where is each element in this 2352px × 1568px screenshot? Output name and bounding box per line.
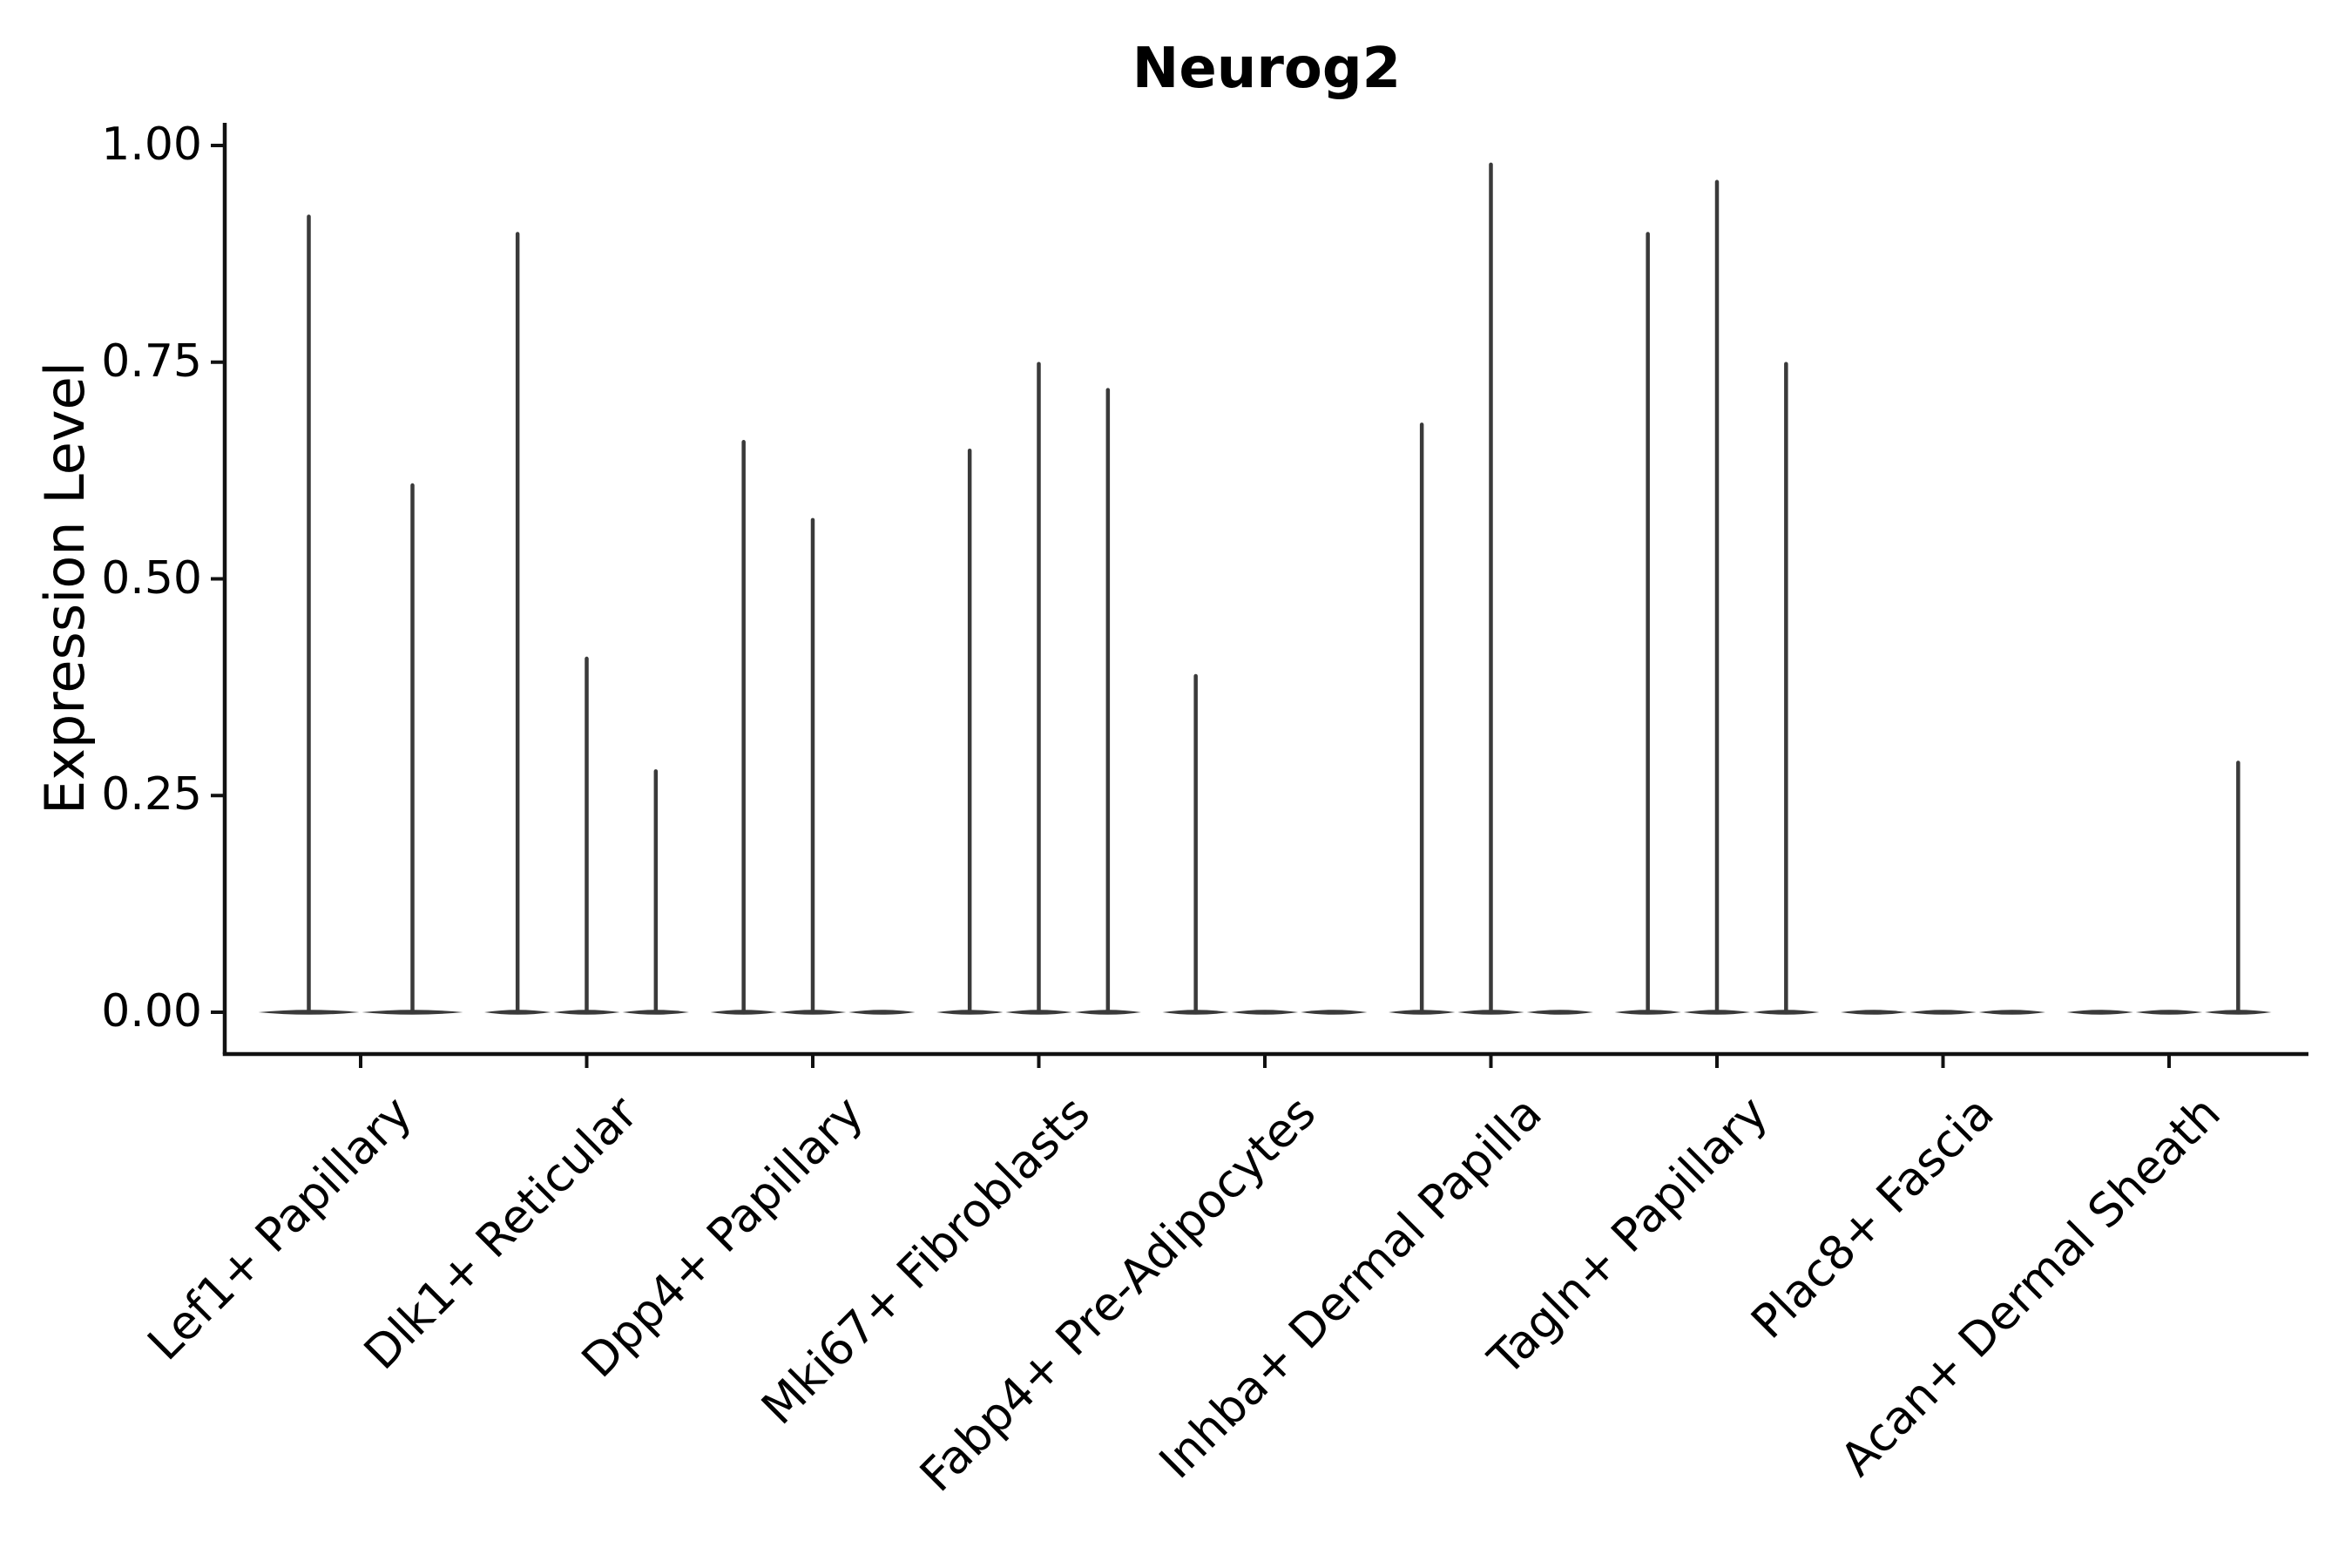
violin-body — [1526, 1010, 1593, 1015]
violin-body — [2135, 1010, 2203, 1015]
violin-body — [1301, 1010, 1368, 1015]
y-tick-label-3: 0.25 — [101, 768, 202, 821]
y-tick-label-2: 0.50 — [101, 551, 202, 605]
violin-body — [848, 1010, 916, 1015]
violin-body — [1841, 1010, 1908, 1015]
y-tick-label-1: 0.75 — [101, 335, 202, 388]
violin-body — [1978, 1010, 2045, 1015]
y-tick-label-0: 1.00 — [101, 118, 202, 171]
violin-body — [1231, 1010, 1299, 1015]
chart-title: Neurog2 — [1132, 37, 1402, 101]
y-tick-label-4: 0.00 — [101, 985, 202, 1037]
violin-body — [1909, 1010, 1977, 1015]
violin-body — [2066, 1010, 2133, 1015]
